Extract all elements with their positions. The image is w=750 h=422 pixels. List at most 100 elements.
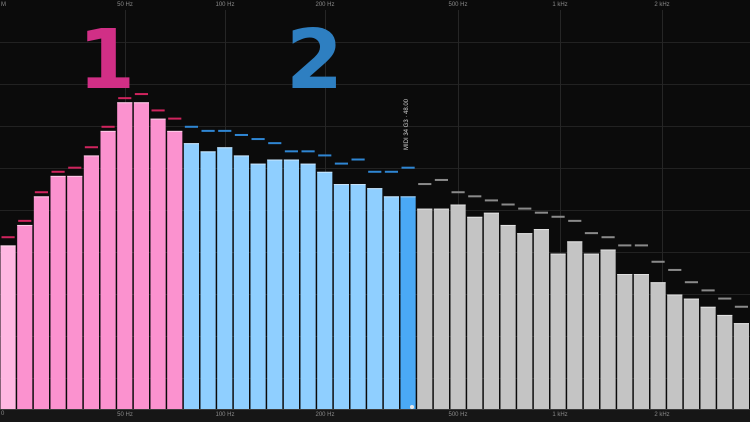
spectrum-bars xyxy=(0,102,749,410)
peak-marker-gray xyxy=(451,191,465,194)
peak-marker-gray xyxy=(618,244,632,247)
peak-marker-blue xyxy=(401,166,415,169)
peak-marker-gray xyxy=(418,183,432,186)
peak-marker-blue xyxy=(368,170,382,173)
frequency-cursor-handle[interactable] xyxy=(410,405,414,409)
spectrum-bar-gray xyxy=(600,249,616,409)
frequency-marker-readout: MIDI 34 G3 · 48.00 xyxy=(404,98,410,150)
peak-marker-blue xyxy=(234,133,248,136)
spectrum-bar-gray xyxy=(500,224,516,409)
peak-marker-blue xyxy=(184,125,198,128)
spectrum-bar-gray xyxy=(567,241,583,409)
spectrum-bar-pink xyxy=(167,130,183,409)
spectrum-bar-blue xyxy=(300,163,316,409)
peak-marker-blue xyxy=(218,129,232,132)
spectrum-bar-blue xyxy=(250,163,266,409)
peak-marker-gray xyxy=(551,215,565,218)
spectrum-bar-gray xyxy=(717,314,733,409)
peak-marker-gray xyxy=(534,211,548,214)
spectrum-bar-pink xyxy=(33,196,49,409)
peak-marker-gray xyxy=(568,219,582,222)
peak-marker-blue xyxy=(384,170,398,173)
spectrum-bar-gray xyxy=(483,212,499,409)
freq-label-bottom: 200 Hz xyxy=(315,412,335,418)
spectrum-bar-blue xyxy=(267,159,283,409)
peak-marker-blue xyxy=(251,138,265,141)
spectrum-bar-blue xyxy=(217,147,233,410)
spectrum-bar-gray xyxy=(533,229,549,409)
peak-marker-gray xyxy=(468,195,482,198)
spectrum-bar-pink xyxy=(50,175,66,409)
peak-marker-gray xyxy=(518,207,532,210)
freq-label-top: 1 kHz xyxy=(552,2,568,8)
spectrum-bar-gray xyxy=(700,306,716,409)
spectrum-bar-gray xyxy=(417,208,433,409)
freq-label-bottom: 2 kHz xyxy=(654,412,670,418)
spectrum-bar-blue xyxy=(283,159,299,409)
spectrum-bar-gray xyxy=(433,208,449,409)
spectrum-bar-pink xyxy=(83,155,99,409)
spectrum-bar-gray xyxy=(450,204,466,409)
spectrum-bar-blue xyxy=(317,171,333,409)
top-left-axis-tick: M xyxy=(1,2,6,8)
spectrum-bar-blue xyxy=(367,188,383,409)
region-1-label: 1 xyxy=(78,13,136,108)
peak-marker-gray xyxy=(718,297,732,300)
spectrum-bar-blue xyxy=(383,196,399,409)
spectrum-bar-gray xyxy=(517,233,533,409)
freq-label-top: 50 Hz xyxy=(117,2,133,8)
spectrum-bar-blue xyxy=(200,151,216,409)
peak-marker-pink xyxy=(168,117,182,120)
peak-marker-blue xyxy=(268,142,282,145)
peak-marker-pink xyxy=(84,146,98,149)
peak-marker-pink xyxy=(101,125,115,128)
peak-marker-pink xyxy=(134,93,148,96)
spectrum-bar-blue xyxy=(183,143,199,409)
region-2-label: 2 xyxy=(286,13,344,108)
peak-marker-blue xyxy=(318,154,332,157)
spectrum-bar-pink xyxy=(133,102,149,409)
bottom-left-axis-tick: 0 xyxy=(1,411,5,417)
freq-label-bottom: 1 kHz xyxy=(552,412,568,418)
freq-label-top: 100 Hz xyxy=(215,2,235,8)
peak-marker-pink xyxy=(1,236,15,239)
peak-markers xyxy=(1,93,748,308)
peak-marker-pink xyxy=(34,191,48,194)
peak-marker-gray xyxy=(701,289,715,292)
spectrum-bar-pink xyxy=(117,102,133,409)
spectrum-bar-blue xyxy=(350,184,366,409)
peak-marker-gray xyxy=(601,236,615,239)
peak-marker-gray xyxy=(651,260,665,263)
spectrum-bar-gray xyxy=(550,253,566,409)
freq-label-top: 500 Hz xyxy=(448,2,468,8)
freq-label-top: 200 Hz xyxy=(315,2,335,8)
peak-marker-gray xyxy=(734,305,748,308)
freq-label-bottom: 100 Hz xyxy=(215,412,235,418)
spectrum-bar-pink xyxy=(100,130,116,409)
spectrum-bar-gray xyxy=(733,323,749,409)
peak-marker-gray xyxy=(684,281,698,284)
peak-marker-gray xyxy=(484,199,498,202)
spectrum-bar-pink xyxy=(17,224,33,409)
freq-label-top: 2 kHz xyxy=(654,2,670,8)
spectrum-bar-blue xyxy=(233,155,249,409)
spectrum-bar-pink xyxy=(0,245,16,409)
peak-marker-blue xyxy=(284,150,298,153)
peak-marker-pink xyxy=(118,97,132,100)
peak-marker-pink xyxy=(68,166,82,169)
spectrum-bar-pink xyxy=(67,175,83,409)
spectrum-bar-gray xyxy=(633,274,649,409)
freq-label-bottom: 500 Hz xyxy=(448,412,468,418)
peak-marker-blue xyxy=(201,129,215,132)
peak-marker-blue xyxy=(301,150,315,153)
peak-marker-pink xyxy=(18,219,32,222)
spectrum-bar-blue xyxy=(400,196,416,409)
bottom-axis-strip xyxy=(0,409,750,422)
spectrum-bar-gray xyxy=(683,298,699,409)
spectrum-bar-blue xyxy=(333,184,349,409)
spectrum-bar-pink xyxy=(150,118,166,410)
peak-marker-gray xyxy=(584,232,598,235)
spectrum-bar-gray xyxy=(667,294,683,409)
spectrum-bar-gray xyxy=(650,282,666,409)
